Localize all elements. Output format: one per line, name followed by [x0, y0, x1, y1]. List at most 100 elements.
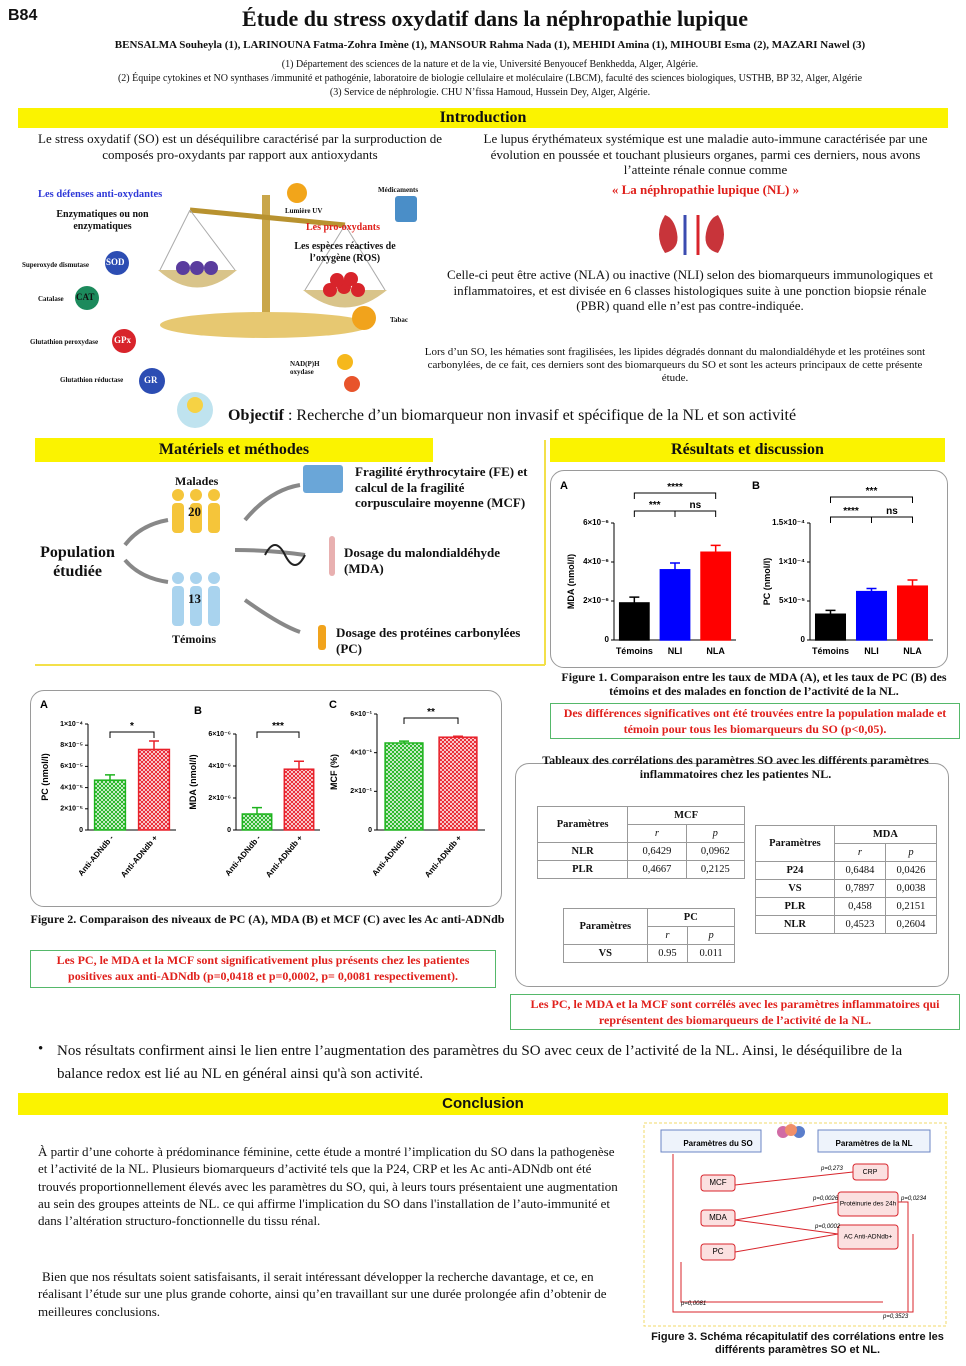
p-value: p=0,3523	[882, 1314, 909, 1320]
affiliation: (1) Département des sciences de la natur…	[281, 59, 699, 70]
y-tick-label: 6×10⁻⁶	[583, 518, 609, 527]
so-param: PC	[712, 1247, 723, 1256]
x-tick-label: Anti-ADNdb +	[264, 833, 305, 879]
bar	[618, 602, 650, 641]
figure-caption: Figure 1. Comparaison entre les taux de …	[561, 670, 947, 699]
y-tick-label: 4×10⁻¹	[350, 750, 372, 757]
correlation-diagram: Paramètres du SO Paramètres de la NL MCF…	[643, 1122, 947, 1327]
header-cell: MCF	[627, 806, 745, 825]
row-label: VS	[755, 879, 835, 898]
row-label: PLR	[536, 860, 629, 879]
methods-illustration	[123, 465, 343, 650]
error-bar	[866, 587, 877, 592]
bullet: •	[38, 1041, 44, 1057]
diagram-header: Paramètres du SO	[683, 1139, 752, 1148]
y-tick-label: 0	[227, 827, 231, 834]
y-tick-label: 6×10⁻⁵	[60, 763, 83, 770]
x-tick-label: NLA	[903, 646, 922, 656]
tables-title: Tableaux des corrélations des paramètres…	[542, 753, 929, 782]
table-header: Paramètres MDA	[755, 825, 938, 862]
error-bar	[670, 562, 680, 570]
row-label: P24	[755, 861, 835, 880]
row-label: NLR	[536, 842, 629, 861]
intro-text: Celle-ci peut être active (NLA) ou inact…	[447, 267, 933, 314]
table-row: PLR 0,458 0,2151	[755, 897, 938, 916]
x-tick-label: Anti-ADNdb -	[223, 833, 262, 878]
panel-label: A	[560, 480, 568, 492]
row-label: VS	[563, 944, 648, 963]
summary: Nos résultats confirment ainsi le lien e…	[57, 1043, 903, 1082]
header-cell: Paramètres	[563, 908, 648, 945]
badge: B84	[8, 7, 38, 24]
table-cell: 0,4667	[627, 860, 687, 879]
table-cell: 0,6429	[627, 842, 687, 861]
diagram-label: Les défenses anti-oxydantes	[38, 189, 163, 200]
y-tick-label: 6×10⁻⁶	[208, 731, 231, 738]
significance-bracket	[403, 717, 459, 724]
row-label: PLR	[755, 897, 835, 916]
error-bar	[453, 735, 463, 738]
method-item: Fragilité érythrocytaire (FE) et calcul …	[355, 464, 528, 511]
error-bar	[907, 579, 918, 587]
y-tick-label: 0	[605, 635, 610, 644]
y-tick-label: 1.5×10⁻⁴	[772, 518, 805, 527]
panel-label: B	[194, 705, 202, 717]
enzyme-abbr: CAT	[76, 292, 95, 302]
error-bar	[294, 760, 304, 770]
conclusion-text: À partir d’une cohorte à prédominance fé…	[38, 1144, 618, 1229]
x-tick-label: NLA	[706, 646, 725, 656]
affiliation: (2) Équipe cytokines et NO synthases /im…	[117, 73, 863, 84]
enzyme-abbr: GPx	[114, 335, 131, 345]
bar	[137, 748, 171, 831]
table-cell: 0,0962	[685, 842, 746, 861]
significance-label: ***	[272, 721, 284, 732]
figure-frame	[30, 690, 502, 907]
p-value: p=0,0081	[680, 1301, 706, 1307]
table-cell: 0,458	[833, 897, 886, 916]
table-cell: 0,2604	[884, 915, 938, 934]
y-axis-label: PC (nmol/l)	[40, 753, 50, 801]
divider	[35, 664, 545, 666]
y-tick-label: 2×10⁻¹	[350, 788, 372, 795]
intro-highlight: « La néphropathie lupique (NL) »	[611, 182, 800, 197]
balance-illustration	[75, 183, 724, 428]
significance-label: ***	[649, 500, 661, 511]
significance-label: ns	[689, 500, 701, 511]
significance-bracket	[871, 516, 913, 523]
group-count: 13	[188, 591, 201, 606]
significance-bracket	[633, 492, 717, 499]
header-cell: MDA	[833, 825, 938, 844]
subheader-cell: r	[627, 824, 687, 843]
figure-caption: Figure 3. Schéma récapitulatif des corré…	[651, 1331, 944, 1357]
subheader-cell: p	[884, 843, 938, 862]
bar	[93, 779, 127, 831]
correlation-table: Paramètres MDA r p P24 0,6484 0,0426 VS 0,7897 0,…	[755, 825, 938, 934]
table-row: VS 0.95 0.011	[563, 944, 735, 963]
figure-frame	[550, 470, 948, 668]
subheader-cell: r	[646, 926, 689, 945]
y-tick-label: 2×10⁻⁶	[208, 795, 231, 802]
correlation-table: Paramètres MCF r p NLR 0,6429 0,0962 PLR 0,4667 0…	[536, 806, 746, 879]
section-header: Introduction	[18, 108, 948, 128]
significance-bracket	[109, 731, 155, 738]
significance-label: ns	[886, 506, 898, 517]
bar	[283, 768, 315, 831]
diagram-label: Les pro-oxydants	[306, 222, 380, 233]
conclusion-text: Bien que nos résultats soient satisfaisa…	[38, 1269, 607, 1319]
enzyme-name: Glutathion réductase	[60, 376, 124, 384]
bar	[384, 742, 424, 831]
source-label: Tabac	[390, 316, 409, 324]
divider	[544, 440, 546, 665]
error-bar	[252, 806, 262, 814]
chart: B 0 5×10⁻⁵ 1×10⁻⁴ 1.5×10⁻⁴ PC (nmol/l) Témoins…	[752, 480, 933, 656]
y-tick-label: 0	[368, 827, 372, 834]
y-axis-label: MCF (%)	[329, 754, 339, 790]
x-tick-label: Anti-ADNdb +	[119, 833, 160, 879]
y-tick-label: 2×10⁻⁶	[583, 596, 609, 605]
method-item: Dosage du malondialdéhyde (MDA)	[344, 545, 501, 576]
source-label: Lumière UV	[285, 207, 323, 215]
diagram-label: Enzymatiques ou non enzymatiques	[56, 209, 149, 232]
group-label: Témoins	[172, 632, 217, 646]
y-tick-label: 4×10⁻⁶	[583, 557, 609, 566]
